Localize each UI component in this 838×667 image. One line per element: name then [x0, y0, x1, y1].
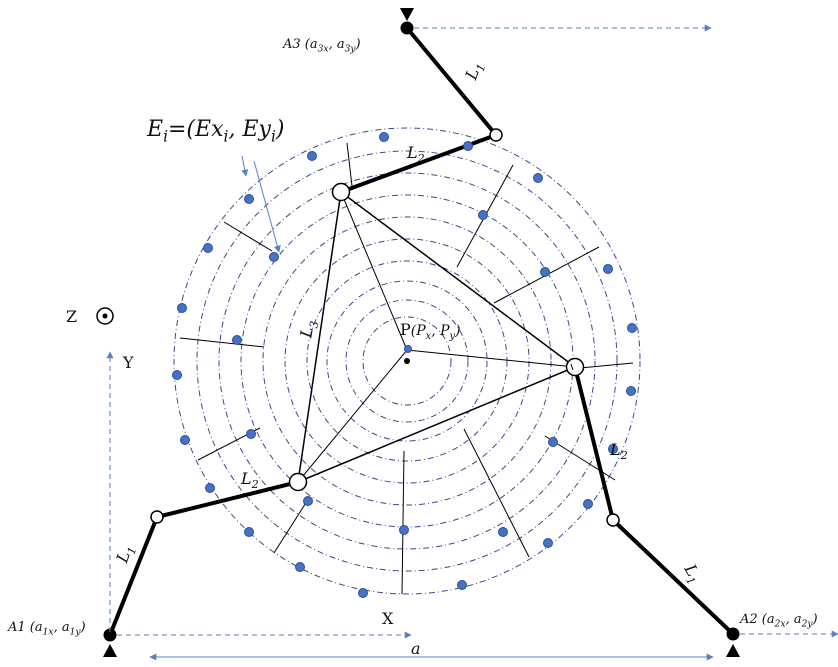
sample-point [177, 303, 187, 313]
base-support-a2 [726, 644, 740, 657]
sample-point [626, 386, 636, 396]
sample-point [244, 527, 254, 537]
ei-arrow-short [241, 155, 249, 177]
base-joints [103, 8, 740, 657]
radial-line [223, 221, 273, 252]
sample-point [478, 210, 488, 220]
radial-line [273, 497, 310, 554]
label-z: Z [66, 307, 78, 326]
sample-point [543, 538, 553, 548]
label-x: X [382, 609, 394, 628]
joint-b1 [288, 472, 308, 492]
sample-point [269, 252, 279, 262]
label-l2-top: L2 [407, 143, 425, 166]
sample-point [244, 194, 254, 204]
base-joint-a1 [103, 628, 117, 642]
workspace-circle [173, 127, 641, 595]
platform-edge [297, 191, 342, 483]
label-y: Y [123, 353, 134, 372]
sample-point [358, 588, 368, 598]
radial-line [401, 450, 405, 595]
radial-line [463, 428, 530, 558]
radial-line [346, 142, 353, 187]
platform-spoke [340, 191, 408, 351]
sample-point [404, 345, 412, 353]
sample-point [533, 173, 543, 183]
sample-point [548, 437, 558, 447]
sample-point [232, 335, 242, 345]
sample-point [457, 580, 467, 590]
platform-spoke [297, 349, 408, 483]
axes [106, 24, 838, 639]
label-p: P(Px, Py) [400, 320, 461, 342]
label-a2: A2 (a2x, a2y) [740, 612, 818, 630]
label-a1: A1 (a1x, a1y) [8, 620, 86, 638]
leg-2-link-l1 [611, 518, 735, 636]
label-a3: A3 (a3x, a3y) [283, 37, 361, 55]
sample-point [463, 141, 473, 151]
sample-points [172, 132, 637, 598]
workspace-circle [284, 238, 530, 484]
workspace-circle [345, 299, 469, 423]
joint-elbow-3 [489, 128, 503, 142]
joint-elbow-2 [606, 513, 620, 527]
z-axis-symbol [96, 307, 114, 325]
base-support-a1 [103, 644, 117, 657]
joint-elbow-1 [150, 510, 164, 524]
sample-point [627, 323, 637, 333]
sample-point [205, 483, 215, 493]
sample-point [307, 151, 317, 161]
leg-1-link-l1 [108, 515, 159, 637]
ei-pointer [241, 155, 281, 253]
sample-point [246, 429, 256, 439]
sample-point [540, 267, 550, 277]
platform-edge [297, 366, 576, 483]
base-joint-a3 [400, 21, 414, 35]
joint-b2-mark [570, 363, 574, 371]
label-dimension-a: a [411, 639, 421, 658]
base-joint-a2 [726, 627, 740, 641]
sample-point [172, 370, 182, 380]
leg-2-link-l2 [573, 365, 615, 522]
sample-point [608, 444, 618, 454]
platform-center-point [404, 358, 410, 364]
label-l3: L3 [296, 320, 322, 340]
sample-point [379, 132, 389, 142]
platform-edge [340, 191, 576, 368]
sample-point [399, 525, 409, 535]
leg-3-link-l1 [405, 26, 498, 137]
workspace-circle [262, 216, 552, 506]
label-l2-right: L2 [610, 440, 628, 463]
sample-point [295, 562, 305, 572]
joint-b3 [331, 182, 351, 202]
workspace-circle [218, 172, 596, 550]
leg-1-link-l2 [155, 480, 300, 519]
sample-point [203, 243, 213, 253]
joint-b2 [565, 357, 585, 377]
workspace-circle [306, 260, 508, 462]
workspace-circle [196, 150, 618, 572]
radial-line [579, 362, 634, 369]
workspace-circle [326, 280, 488, 442]
sample-point [603, 264, 613, 274]
platform [297, 191, 576, 483]
sample-point [180, 435, 190, 445]
label-ei: Ei=(Exi, Eyi) [147, 117, 285, 146]
ei-arrow-long [253, 160, 281, 253]
radial-line [179, 337, 265, 348]
base-support-a3 [400, 8, 414, 21]
label-l2-left: L2 [241, 469, 259, 492]
passive-joints [150, 128, 620, 527]
sample-point [498, 527, 508, 537]
platform-spoke [406, 349, 576, 368]
workspace-circle [362, 316, 452, 406]
sample-point [583, 499, 593, 509]
sample-point [303, 496, 313, 506]
